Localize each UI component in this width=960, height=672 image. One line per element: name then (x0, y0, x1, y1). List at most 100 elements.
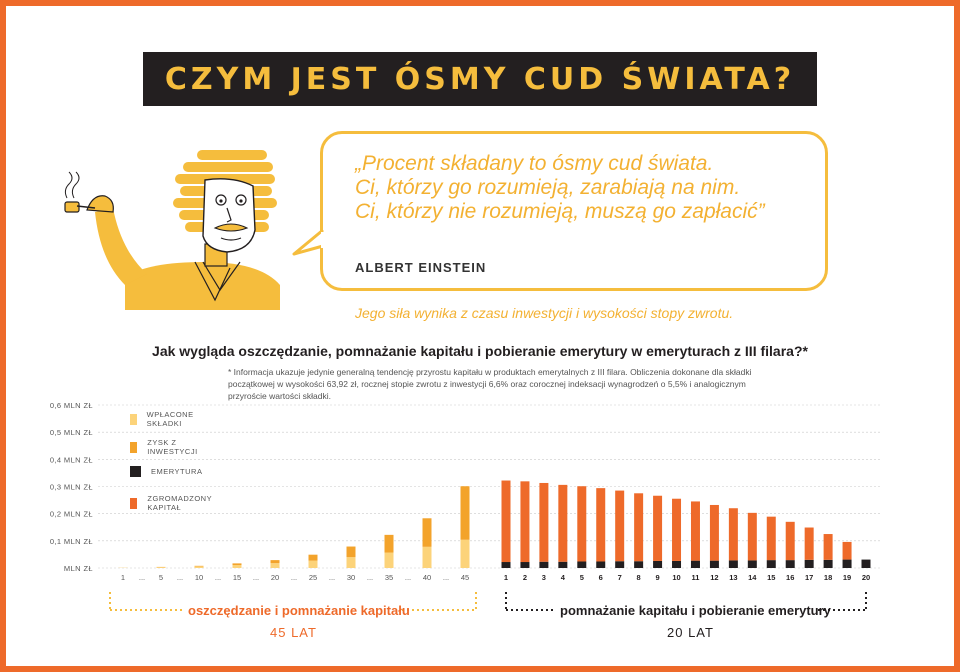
x-tick-label: 4 (561, 573, 566, 582)
bar-pension (615, 561, 625, 568)
x-tick-label: 5 (159, 573, 163, 582)
bar-capital (842, 541, 852, 560)
bar-pension (520, 562, 530, 568)
title-banner: CZYM JEST ÓSMY CUD ŚWIATA? (143, 52, 817, 106)
bar-contributions (232, 565, 242, 568)
bar-capital (747, 512, 757, 561)
x-tick-label: ... (367, 573, 373, 582)
bar-returns (270, 560, 280, 564)
bar-pension (672, 560, 682, 568)
payout-phase-years: 20 LAT (667, 625, 714, 640)
bar-pension (766, 560, 776, 568)
y-tick-label: MLN ZŁ (64, 564, 93, 573)
bar-capital (690, 501, 700, 561)
x-tick-label: 3 (542, 573, 546, 582)
legend-item-contributions: WPŁACONE SKŁADKI (130, 410, 198, 428)
bar-pension (823, 559, 833, 568)
phase-brackets (109, 592, 867, 611)
x-tick-label: ... (215, 573, 221, 582)
y-tick-label: 0,2 MLN ZŁ (50, 510, 93, 519)
legend-label-capital: ZGROMADZONY KAPITAŁ (147, 494, 212, 512)
bar-pension (501, 562, 511, 568)
bubble-tail (292, 228, 326, 256)
x-tick-label: ... (291, 573, 297, 582)
bar-contributions (270, 563, 280, 568)
x-tick-label: 5 (580, 573, 584, 582)
bar-returns (460, 486, 470, 540)
bar-capital (520, 481, 530, 563)
bar-capital (653, 495, 663, 561)
x-tick-label: 6 (599, 573, 603, 582)
bar-capital (728, 508, 738, 561)
y-tick-label: 0,6 MLN ZŁ (50, 401, 93, 410)
bar-pension (842, 559, 852, 568)
bar-capital (785, 521, 795, 561)
x-tick-label: ... (253, 573, 259, 582)
bar-contributions (422, 546, 432, 568)
bar-pension (558, 561, 568, 568)
x-tick-label: 20 (271, 573, 279, 582)
capital-chart: MLN ZŁ 0,1 MLN ZŁ 0,2 MLN ZŁ 0,3 MLN ZŁ 0,4 … (50, 401, 880, 582)
legend-swatch-returns (130, 441, 138, 453)
bar-returns (384, 534, 394, 553)
bar-contributions (308, 560, 318, 568)
x-tick-label: ... (405, 573, 411, 582)
legend-item-returns: ZYSK Z INWESTYCJI (130, 438, 201, 456)
x-tick-label: 10 (672, 573, 680, 582)
x-tick-label: ... (177, 573, 183, 582)
bar-contributions (156, 567, 166, 568)
x-tick-label: 8 (637, 573, 641, 582)
x-tick-label: 15 (233, 573, 241, 582)
legend-swatch-pension (130, 466, 141, 477)
bar-contributions (346, 557, 356, 568)
x-tick-label: 1 (121, 573, 125, 582)
x-tick-label: ... (443, 573, 449, 582)
bar-pension (653, 560, 663, 568)
bar-capital (501, 480, 511, 563)
x-tick-label: 7 (618, 573, 622, 582)
bar-capital (709, 504, 719, 561)
bar-capital (615, 490, 625, 562)
bar-capital (596, 488, 606, 562)
x-tick-label: 17 (805, 573, 813, 582)
einstein-illustration (64, 150, 280, 310)
legend-item-capital: ZGROMADZONY KAPITAŁ (130, 494, 216, 512)
x-tick-label: 1 (504, 573, 508, 582)
bar-pension (596, 561, 606, 568)
footnote: * Informacja ukazuje jedynie generalną t… (228, 367, 752, 401)
bar-capital (577, 486, 587, 562)
legend-label-contributions: WPŁACONE SKŁADKI (146, 410, 194, 428)
bar-pension (861, 559, 871, 568)
einstein-quote: „Procent składany to ósmy cud świata. Ci… (355, 152, 765, 223)
legend-swatch-capital (130, 497, 138, 509)
bar-returns (194, 565, 204, 567)
bar-capital (672, 498, 682, 561)
bar-capital (823, 534, 833, 560)
bar-pension (577, 561, 587, 568)
legend-label-pension: EMERYTURA (151, 467, 203, 476)
saving-phase-years: 45 LAT (270, 625, 317, 640)
x-tick-label: 12 (710, 573, 718, 582)
x-tick-label: 19 (843, 573, 851, 582)
bar-returns (232, 563, 242, 566)
bar-pension (539, 561, 549, 568)
page-title: CZYM JEST ÓSMY CUD ŚWIATA? (164, 61, 796, 97)
bar-pension (709, 560, 719, 568)
quote-bubble (320, 131, 828, 291)
x-tick-label: 15 (767, 573, 775, 582)
bar-pension (804, 559, 814, 568)
x-tick-label: 11 (692, 573, 700, 582)
x-tick-label: ... (329, 573, 335, 582)
x-tick-label: 14 (748, 573, 757, 582)
bar-returns (422, 518, 432, 547)
y-tick-label: 0,3 MLN ZŁ (50, 483, 93, 492)
legend-swatch-contributions (130, 413, 137, 425)
bar-returns (346, 546, 356, 558)
saving-phase-label: oszczędzanie i pomnażanie kapitału (188, 603, 410, 618)
legend-label-returns: ZYSK Z INWESTYCJI (147, 438, 198, 456)
x-tick-label: 9 (655, 573, 659, 582)
x-tick-label: 2 (523, 573, 527, 582)
x-tick-label: 35 (385, 573, 393, 582)
x-tick-label: 30 (347, 573, 355, 582)
